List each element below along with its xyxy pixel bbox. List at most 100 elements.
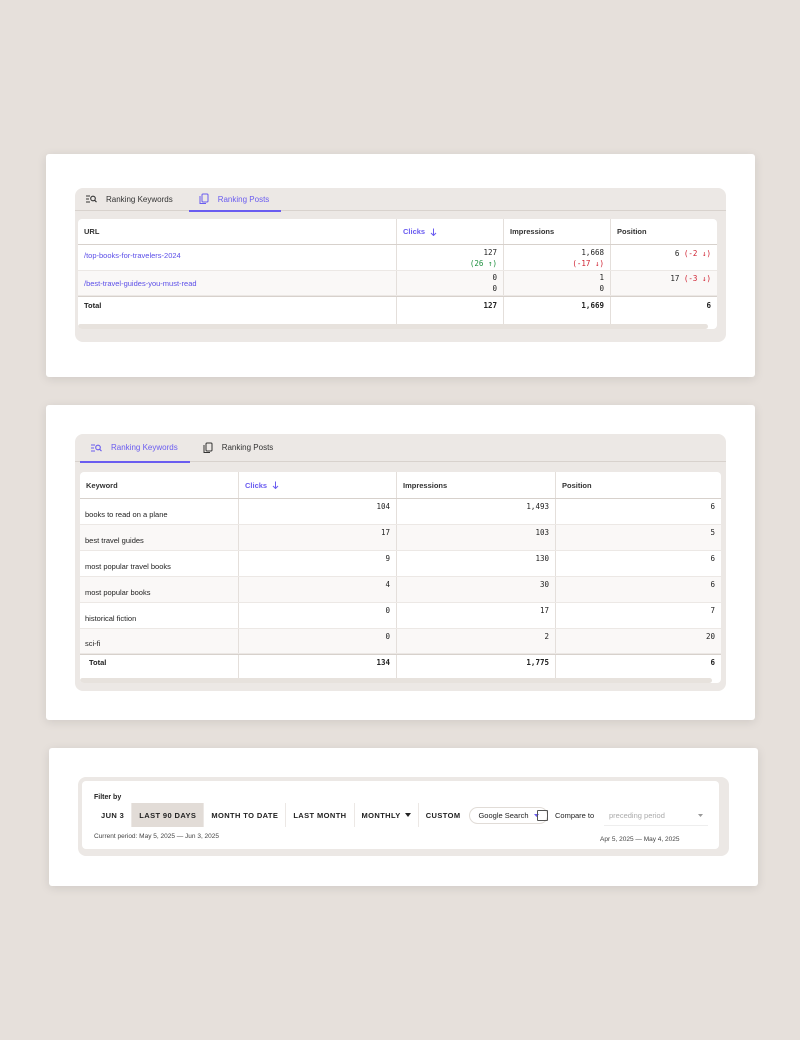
total-position: 6	[710, 658, 715, 667]
filter-button-custom[interactable]: CUSTOM	[425, 810, 461, 820]
column-header-position[interactable]: Position	[562, 480, 592, 490]
compare-select-placeholder: preceding period	[609, 811, 665, 820]
tab-ranking-keywords[interactable]: Ranking Keywords	[80, 434, 190, 463]
keyword-cell: sci-fi	[80, 629, 239, 653]
position-value: 17	[670, 274, 680, 283]
list-search-icon	[90, 443, 102, 453]
keyword-cell: historical fiction	[80, 603, 239, 628]
table-row: sci-fi 0 2 20	[80, 629, 721, 654]
compare-toggle[interactable]: Compare to	[537, 810, 594, 821]
filter-button-last-month[interactable]: LAST MONTH	[286, 803, 355, 827]
horizontal-scrollbar[interactable]	[78, 324, 708, 329]
list-search-icon	[85, 194, 97, 204]
tab-label: Ranking Posts	[217, 194, 270, 204]
clicks-cell: 0	[239, 629, 397, 653]
tab-ranking-posts[interactable]: Ranking Posts	[188, 188, 282, 212]
compare-label: Compare to	[555, 811, 595, 820]
clicks-value: 0	[492, 273, 497, 282]
arrow-down-icon	[430, 228, 437, 236]
column-header-label: Clicks	[403, 227, 426, 236]
clicks-delta: 0	[492, 284, 497, 293]
table-row: /best-travel-guides-you-must-read 0 0 1 …	[78, 271, 717, 296]
arrow-down-icon	[272, 481, 279, 489]
impressions-cell: 130	[397, 551, 556, 576]
impressions-cell: 17	[397, 603, 556, 628]
position-cell: 6	[710, 554, 715, 563]
copy-pages-icon	[199, 193, 209, 205]
caret-down-icon	[698, 814, 703, 817]
post-url-link[interactable]: /top-books-for-travelers-2024	[84, 251, 181, 260]
post-url-link[interactable]: /best-travel-guides-you-must-read	[84, 278, 197, 288]
filter-button-monthly[interactable]: MONTHLY	[355, 803, 419, 827]
clicks-cell: 9	[239, 551, 397, 576]
tab-ranking-posts[interactable]: Ranking Posts	[193, 434, 286, 462]
total-clicks: 127	[397, 297, 504, 324]
clicks-cell: 17	[239, 525, 397, 550]
compare-period-select[interactable]: preceding period	[604, 806, 708, 826]
impressions-cell: 1,493	[397, 499, 556, 524]
ranking-keywords-panel: Ranking Keywords Ranking Posts Keyword C…	[75, 434, 726, 691]
table-row: best travel guides 17 103 5	[80, 525, 721, 551]
compare-period-text: Apr 5, 2025 — May 4, 2025	[600, 836, 680, 843]
filter-button-last-90-days[interactable]: LAST 90 DAYS	[132, 803, 205, 827]
ranking-posts-panel: Ranking Keywords Ranking Posts URL Click…	[75, 188, 726, 342]
total-position: 6	[706, 301, 711, 310]
table-header: URL Clicks Impressions Position	[78, 219, 717, 245]
checkbox-icon[interactable]	[537, 810, 548, 821]
column-header-url[interactable]: URL	[78, 219, 397, 244]
horizontal-scrollbar[interactable]	[80, 678, 712, 683]
table-row: most popular travel books 9 130 6	[80, 551, 721, 577]
table-body: books to read on a plane 104 1,493 6 best tr…	[80, 499, 721, 654]
filter-card: Filter by JUN 3 LAST 90 DAYS MONTH TO DA…	[49, 748, 758, 886]
position-cell: 6	[710, 580, 715, 589]
column-header-label: Clicks	[245, 480, 268, 490]
tab-label: Ranking Keywords	[106, 194, 173, 204]
column-header-position[interactable]: Position	[617, 227, 647, 236]
tab-label: Ranking Posts	[221, 443, 274, 452]
impressions-cell: 103	[397, 525, 556, 550]
table-row: /top-books-for-travelers-2024 127 (26 ↑)…	[78, 245, 717, 271]
position-cell: 7	[710, 606, 715, 615]
filter-panel: Filter by JUN 3 LAST 90 DAYS MONTH TO DA…	[78, 777, 729, 856]
column-header-impressions[interactable]: Impressions	[397, 472, 556, 498]
position-cell: 5	[710, 528, 715, 537]
table-total-row: Total 127 1,669 6	[78, 296, 717, 324]
position-cell: 6	[710, 502, 715, 511]
keyword-cell: most popular travel books	[80, 551, 239, 576]
caret-down-icon	[404, 813, 411, 817]
filter-button-month-to-date[interactable]: MONTH TO DATE	[204, 803, 287, 827]
column-header-impressions[interactable]: Impressions	[504, 219, 611, 244]
total-clicks: 134	[239, 655, 397, 680]
tab-label: Ranking Keywords	[111, 443, 178, 452]
copy-pages-icon	[203, 442, 213, 454]
total-impressions: 1,775	[397, 655, 556, 680]
position-cell: 20	[705, 632, 715, 641]
clicks-delta: (26 ↑)	[469, 258, 497, 268]
monthly-label: MONTHLY	[361, 810, 401, 820]
tab-bar: Ranking Keywords Ranking Posts	[75, 434, 726, 463]
filter-button-jun3[interactable]: JUN 3	[94, 803, 133, 827]
clicks-cell: 104	[239, 499, 397, 524]
clicks-cell: 0	[239, 603, 397, 628]
position-delta: (-2 ↓)	[683, 249, 711, 258]
column-header-clicks[interactable]: Clicks	[397, 219, 504, 244]
filter-bar: Filter by JUN 3 LAST 90 DAYS MONTH TO DA…	[82, 781, 719, 849]
current-period-text: Current period: May 5, 2025 — Jun 3, 202…	[94, 833, 220, 840]
table-row: most popular books 4 30 6	[80, 577, 721, 603]
filter-label: Filter by	[94, 794, 122, 801]
table-row: historical fiction 0 17 7	[80, 603, 721, 629]
source-select[interactable]: Google Search	[469, 806, 548, 824]
impressions-delta: 0	[599, 284, 604, 293]
table-header: Keyword Clicks Impressions Position	[80, 472, 721, 499]
keyword-cell: books to read on a plane	[80, 499, 239, 524]
total-label: Total	[78, 297, 397, 324]
tab-ranking-keywords[interactable]: Ranking Keywords	[75, 188, 185, 211]
position-delta: (-3 ↓)	[683, 274, 711, 283]
keyword-cell: most popular books	[80, 577, 239, 602]
position-value: 6	[674, 249, 680, 258]
column-header-keyword[interactable]: Keyword	[80, 472, 239, 498]
ranking-keywords-card: Ranking Keywords Ranking Posts Keyword C…	[46, 405, 755, 720]
total-impressions: 1,669	[504, 297, 611, 324]
table-row: books to read on a plane 104 1,493 6	[80, 499, 721, 525]
column-header-clicks[interactable]: Clicks	[239, 472, 397, 498]
